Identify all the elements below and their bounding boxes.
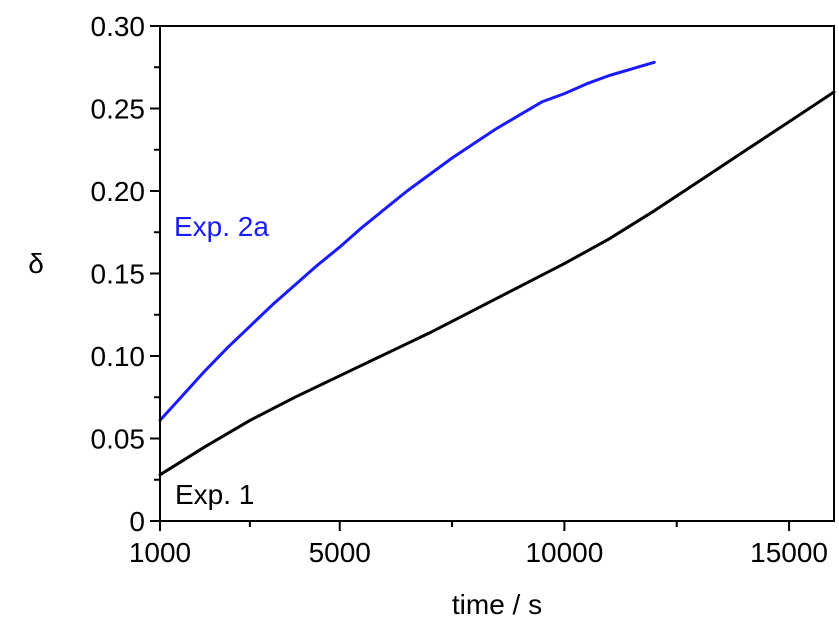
- series-layer: [158, 60, 836, 477]
- x-tick-label: 1000: [129, 537, 191, 568]
- annotation-exp-1: Exp. 1: [175, 479, 254, 510]
- series-line-1: [158, 90, 836, 477]
- labels-layer: 1000 5000 10000 15000 0 0.05 0.10 0.15 0.20 0.25 0…: [91, 11, 829, 568]
- y-tick-label: 0.25: [91, 94, 146, 125]
- x-tick-label: 5000: [309, 537, 371, 568]
- annotation-exp-2a: Exp. 2a: [174, 211, 269, 242]
- x-tick-label: 15000: [750, 537, 828, 568]
- y-tick-label: 0: [129, 506, 145, 537]
- y-tick-label: 0.10: [91, 341, 146, 372]
- x-axis-label: time / s: [452, 589, 542, 620]
- y-tick-label: 0.20: [91, 176, 146, 207]
- y-axis-label: δ: [28, 248, 44, 279]
- ticks-layer: [150, 25, 791, 531]
- y-tick-label: 0.30: [91, 11, 146, 42]
- series-line-0: [158, 60, 656, 422]
- x-tick-label: 10000: [525, 537, 603, 568]
- y-tick-label: 0.15: [91, 259, 146, 290]
- plot-frame: [159, 25, 835, 522]
- y-tick-label: 0.05: [91, 424, 146, 455]
